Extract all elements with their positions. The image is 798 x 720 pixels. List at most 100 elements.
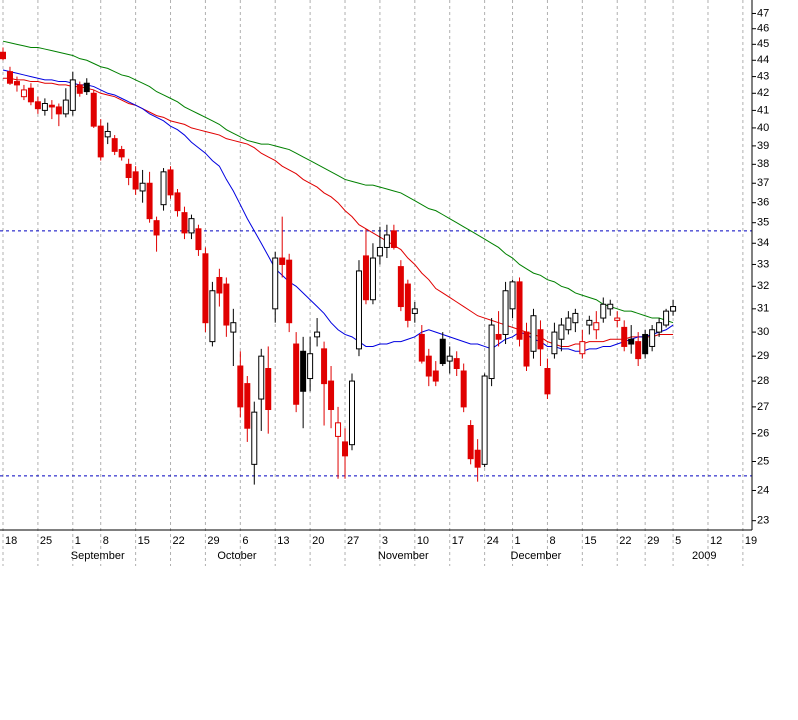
- candle-body: [411, 308, 418, 314]
- candle-body: [237, 365, 244, 408]
- candle-body: [111, 138, 118, 152]
- y-tick-label: 26: [757, 428, 769, 440]
- x-tick-label: 22: [173, 535, 185, 547]
- y-tick-label: 37: [757, 177, 769, 189]
- candle-body: [649, 329, 656, 347]
- candle-body: [125, 163, 132, 179]
- candle-body: [663, 310, 670, 326]
- x-tick-label: 24: [487, 535, 499, 547]
- x-tick-label: 13: [277, 535, 289, 547]
- x-tick-label: 15: [138, 535, 150, 547]
- x-tick-label: 1: [75, 535, 81, 547]
- candle-body: [586, 319, 593, 326]
- x-tick-label: 22: [619, 535, 631, 547]
- x-tick-label: 25: [40, 535, 52, 547]
- y-tick-label: 40: [757, 122, 769, 134]
- month-label: 2009: [692, 550, 716, 562]
- month-label: September: [71, 550, 125, 562]
- candle-body: [321, 348, 328, 385]
- candle-body: [488, 324, 495, 380]
- x-tick-label: 19: [745, 535, 757, 547]
- candle-body: [600, 303, 607, 319]
- candle-body: [0, 51, 6, 60]
- y-tick-label: 38: [757, 158, 769, 170]
- candle-body: [90, 92, 97, 127]
- candle-body: [153, 220, 160, 236]
- x-tick-label: 29: [647, 535, 659, 547]
- candle-body: [76, 84, 83, 94]
- x-tick-label: 29: [207, 535, 219, 547]
- y-tick-label: 34: [757, 237, 769, 249]
- candle-body: [642, 333, 649, 355]
- y-tick-label: 28: [757, 375, 769, 387]
- candle-body: [132, 171, 139, 190]
- candle-body: [62, 99, 69, 115]
- x-tick-label: 8: [549, 535, 555, 547]
- y-tick-label: 24: [757, 484, 769, 496]
- candle-body: [160, 171, 167, 206]
- candle-body: [104, 130, 111, 138]
- candle-body: [195, 228, 202, 251]
- y-tick-label: 36: [757, 197, 769, 209]
- x-tick-label: 10: [417, 535, 429, 547]
- candle-body: [369, 257, 376, 301]
- candle-body: [209, 290, 216, 343]
- candle-body: [328, 380, 335, 411]
- candle-body: [293, 343, 300, 405]
- candle-body: [258, 355, 265, 400]
- candle-body: [272, 257, 279, 310]
- candle-body: [6, 71, 13, 84]
- candle-body: [118, 149, 125, 158]
- candle-body: [656, 322, 663, 333]
- x-tick-label: 1: [515, 535, 521, 547]
- candle-body: [579, 341, 586, 355]
- x-tick-label: 20: [312, 535, 324, 547]
- candle-body: [397, 266, 404, 308]
- y-tick-label: 46: [757, 23, 769, 35]
- y-tick-label: 42: [757, 87, 769, 99]
- candle-body: [349, 380, 355, 446]
- candle-body: [300, 350, 307, 392]
- y-tick-label: 43: [757, 70, 769, 82]
- candle-body: [69, 79, 76, 111]
- candle-body: [425, 355, 432, 377]
- candle-body: [537, 329, 544, 350]
- candle-body: [530, 315, 537, 352]
- y-tick-label: 33: [757, 258, 769, 270]
- candle-body: [572, 312, 579, 324]
- candle-body: [174, 192, 181, 212]
- plot-area: [0, 40, 752, 485]
- candle-body: [453, 358, 460, 370]
- axis-labels: 2324252627282930313233343536373839404142…: [5, 7, 769, 562]
- candle-body: [467, 425, 474, 460]
- y-tick-label: 35: [757, 217, 769, 229]
- candle-body: [502, 290, 509, 335]
- candle-body: [188, 218, 195, 234]
- candle-body: [670, 306, 677, 312]
- average-line: [2, 40, 674, 324]
- candle-body: [279, 257, 286, 265]
- candle-body: [460, 370, 467, 408]
- candle-body: [34, 101, 41, 110]
- candle-body: [621, 326, 628, 347]
- x-tick-label: 5: [675, 535, 681, 547]
- candle-body: [516, 281, 523, 340]
- x-tick-label: 27: [347, 535, 359, 547]
- candle-body: [335, 422, 342, 437]
- candle-body: [635, 341, 642, 360]
- candle-body: [314, 331, 321, 338]
- x-tick-label: 15: [584, 535, 596, 547]
- candle-body: [265, 368, 272, 411]
- candle-body: [495, 333, 502, 340]
- candle-body: [481, 375, 488, 465]
- x-tick-label: 3: [382, 535, 388, 547]
- candle-body: [446, 355, 453, 362]
- y-tick-label: 23: [757, 515, 769, 527]
- month-label: November: [378, 550, 429, 562]
- x-tick-label: 18: [5, 535, 17, 547]
- candle-body: [230, 322, 237, 333]
- candle-body: [439, 338, 446, 365]
